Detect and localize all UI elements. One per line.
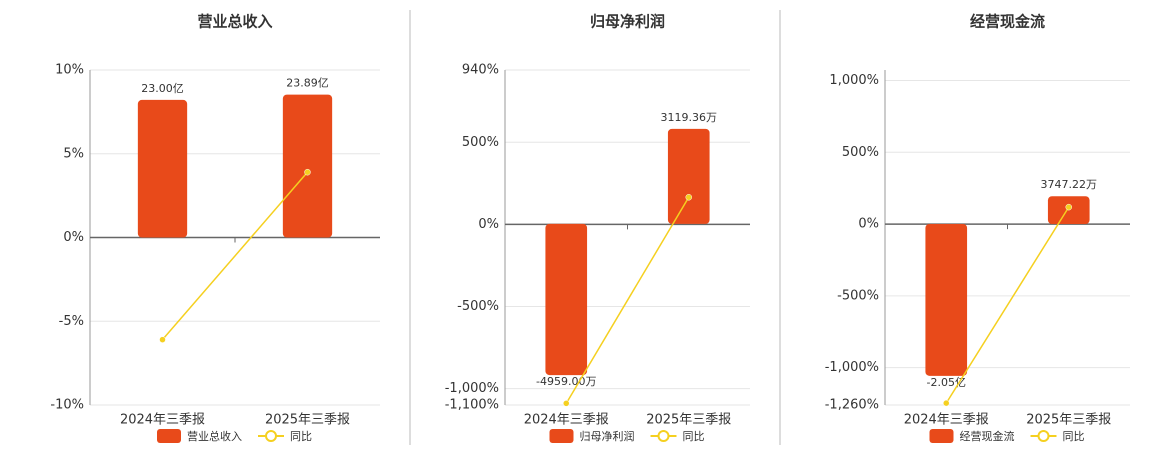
- y-tick-label: 1,000%: [829, 73, 879, 88]
- line: [945, 206, 1070, 404]
- legend-swatch: [1037, 430, 1050, 442]
- y-tick-label: -1,000%: [825, 360, 879, 375]
- legend-swatch: [157, 429, 181, 443]
- y-tick-label: 0%: [63, 230, 84, 245]
- line-point: [563, 400, 570, 407]
- legend-swatch: [549, 429, 574, 443]
- x-tick-label: 2025年三季报: [1026, 413, 1111, 428]
- y-tick-label: 500%: [842, 145, 879, 160]
- line-point: [159, 336, 166, 343]
- line-point: [304, 168, 311, 176]
- legend-label: 归母净利润: [580, 429, 635, 443]
- legend-label: 同比: [1063, 430, 1085, 443]
- legend-label: 经营现金流: [960, 429, 1015, 443]
- y-tick-label: 0%: [478, 217, 499, 232]
- legend-swatch: [657, 430, 670, 442]
- data-label: 23.89亿: [286, 77, 329, 90]
- y-tick-label: 0%: [858, 217, 879, 232]
- bar: [137, 99, 188, 238]
- chart-title: 经营现金流: [970, 13, 1045, 31]
- y-tick-label: 10%: [55, 63, 84, 78]
- x-tick-label: 2024年三季报: [524, 413, 609, 428]
- x-tick-label: 2024年三季报: [904, 413, 989, 428]
- y-tick-label: 5%: [63, 146, 84, 161]
- x-tick-label: 2025年三季报: [265, 413, 350, 428]
- legend-label: 营业总收入: [187, 429, 242, 443]
- y-tick-label: 500%: [462, 135, 499, 150]
- line-point: [943, 399, 950, 407]
- bar: [282, 94, 333, 238]
- legend-swatch: [929, 429, 954, 443]
- data-label: -2.05亿: [927, 376, 966, 389]
- data-label: 3119.36万: [661, 111, 718, 124]
- chart-title: 归母净利润: [590, 13, 665, 31]
- y-tick-label: -5%: [59, 314, 84, 329]
- y-tick-label: -1,100%: [445, 398, 499, 413]
- legend-swatch: [265, 430, 277, 442]
- y-tick-label: -500%: [457, 299, 499, 314]
- y-tick-label: -1,260%: [825, 398, 879, 413]
- data-label: -4959.00万: [536, 375, 596, 388]
- legend-label: 同比: [683, 430, 705, 443]
- line-point: [1065, 203, 1072, 211]
- y-tick-label: 940%: [462, 63, 499, 78]
- bar: [925, 224, 968, 376]
- bar: [667, 128, 710, 224]
- line: [161, 171, 309, 341]
- legend-label: 同比: [290, 430, 312, 443]
- line: [565, 196, 690, 404]
- bar: [545, 223, 588, 376]
- y-tick-label: -1,000%: [445, 381, 499, 396]
- chart-title: 营业总收入: [197, 13, 272, 31]
- line-point: [685, 194, 692, 201]
- x-tick-label: 2025年三季报: [646, 413, 731, 428]
- x-tick-label: 2024年三季报: [120, 413, 205, 428]
- y-tick-label: -500%: [837, 288, 879, 303]
- y-tick-label: -10%: [50, 398, 84, 413]
- data-label: 3747.22万: [1041, 178, 1098, 191]
- data-label: 23.00亿: [141, 82, 184, 95]
